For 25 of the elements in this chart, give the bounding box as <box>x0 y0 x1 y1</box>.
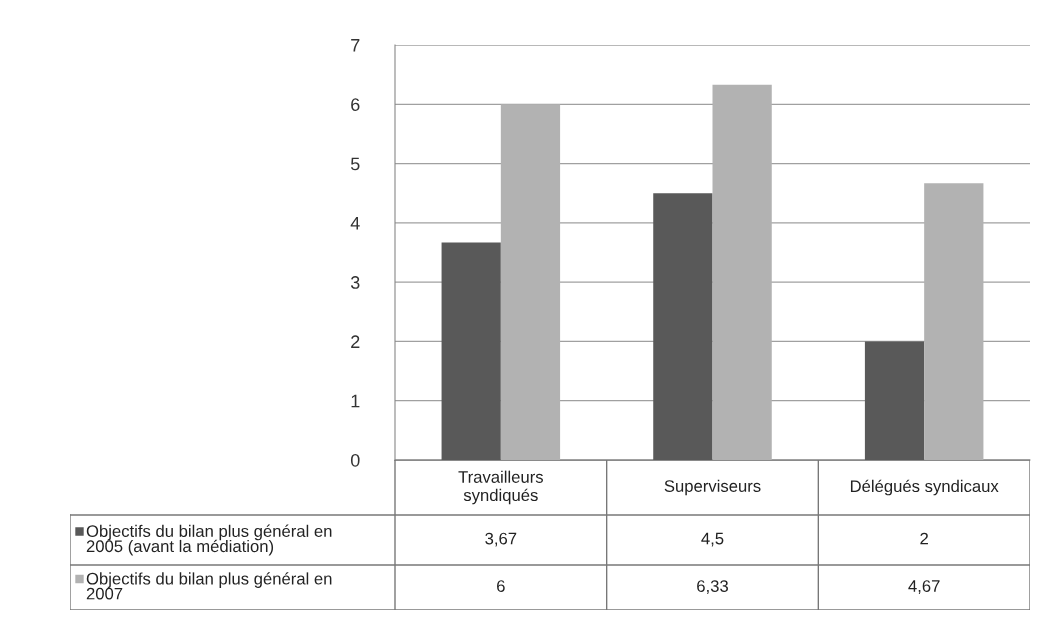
x-tick-label: Superviseurs <box>664 479 761 496</box>
y-tick-label: 2 <box>351 335 360 348</box>
data-label: 6,33 <box>697 580 728 594</box>
bar <box>653 193 713 460</box>
bar <box>441 242 501 460</box>
y-tick-label: 4 <box>350 216 360 230</box>
bar <box>712 84 772 460</box>
bar <box>924 183 984 460</box>
y-tick-label: 0 <box>350 453 360 467</box>
y-tick-label: 3 <box>350 276 360 289</box>
data-label: 4,5 <box>701 532 724 547</box>
data-label: 6 <box>497 580 505 592</box>
y-tick-label: 7 <box>351 39 360 52</box>
x-tick-label: Délégués syndicaux <box>850 479 999 496</box>
y-tick-label: 1 <box>351 394 360 408</box>
legend-label: Objectifs du bilan plus général en 2005 (avant la médiation) <box>86 524 332 556</box>
data-label: 4,67 <box>908 580 940 594</box>
x-tick-label: Travailleurs syndiqués <box>458 470 543 505</box>
bar <box>864 341 925 460</box>
y-tick-label: 6 <box>351 98 360 112</box>
y-tick-label: 5 <box>350 157 360 171</box>
data-label: 2 <box>920 532 928 545</box>
data-label: 3,67 <box>485 532 517 547</box>
legend-label: Objectifs du bilan plus général en 2007 <box>86 572 332 600</box>
bar <box>500 104 561 460</box>
